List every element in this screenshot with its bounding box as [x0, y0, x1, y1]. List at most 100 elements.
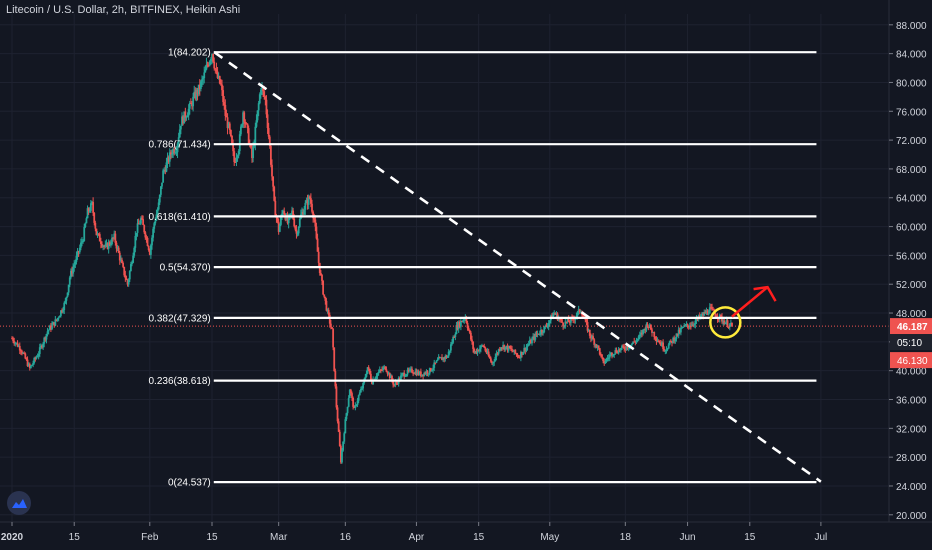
- candle-body: [63, 302, 66, 311]
- fib-level-label: 0.786(71.434): [148, 140, 210, 151]
- candle-body: [533, 336, 536, 340]
- candle-body: [179, 125, 182, 130]
- candle-body: [355, 404, 358, 406]
- candle-body: [99, 241, 102, 244]
- candle-body: [394, 382, 397, 386]
- candle-body: [34, 357, 37, 359]
- candle-body: [508, 346, 511, 349]
- candle-body: [246, 123, 249, 129]
- candle-body: [279, 217, 282, 225]
- candle-body: [389, 376, 392, 379]
- candle-body: [24, 353, 27, 359]
- candle-body: [446, 356, 449, 358]
- candle-body: [16, 342, 19, 347]
- candle-body: [28, 363, 31, 368]
- candle-body: [95, 228, 98, 236]
- tradingview-logo-icon[interactable]: [7, 491, 31, 515]
- candle-body: [522, 352, 525, 355]
- candle-body: [64, 300, 67, 303]
- candle-body: [199, 81, 202, 89]
- candle-body: [512, 350, 515, 353]
- candle-body: [599, 354, 602, 356]
- candle-body: [236, 155, 239, 159]
- candle-body: [201, 79, 203, 82]
- candle-body: [118, 252, 121, 261]
- candle-body: [223, 102, 226, 106]
- candle-body: [613, 353, 616, 355]
- candle-body: [488, 356, 491, 359]
- candle-body: [619, 348, 622, 351]
- candle-body: [462, 320, 465, 322]
- candle-body: [268, 136, 271, 147]
- candle-body: [44, 337, 47, 340]
- candle-body: [511, 348, 513, 351]
- candle-body: [607, 357, 610, 359]
- candle-body: [704, 312, 707, 314]
- candle-body: [186, 115, 189, 118]
- candle-body: [12, 338, 15, 342]
- candle-body: [682, 326, 685, 328]
- candle-body: [559, 319, 562, 321]
- candle-body: [361, 388, 363, 390]
- candle-body: [576, 311, 579, 316]
- price-tick-label: 80.000: [896, 78, 927, 89]
- candle-body: [647, 327, 650, 329]
- candle-body: [285, 215, 288, 220]
- candle-body: [144, 232, 147, 238]
- candle-body: [632, 341, 635, 344]
- candle-body: [596, 345, 599, 348]
- candle-body: [92, 202, 95, 213]
- candle-body: [557, 318, 560, 321]
- last-price-label: 05:10: [897, 338, 922, 349]
- candle-body: [308, 196, 311, 199]
- candle-body: [667, 344, 670, 349]
- price-axis[interactable]: 20.00024.00028.00032.00036.00040.00044.0…: [888, 0, 932, 522]
- candle-body: [561, 319, 563, 323]
- candle-body: [137, 223, 140, 225]
- candle-body: [623, 346, 626, 350]
- fib-level-label: 0(24.537): [168, 478, 211, 489]
- candle-body: [387, 372, 390, 374]
- candle-body: [215, 69, 218, 72]
- candle-body: [552, 314, 555, 319]
- candle-body: [81, 241, 83, 243]
- candle-body: [424, 372, 427, 374]
- candle-body: [357, 395, 360, 401]
- candle-body: [297, 226, 300, 234]
- candle-body: [614, 350, 617, 354]
- candle-body: [547, 323, 550, 327]
- candle-body: [717, 318, 720, 320]
- candle-body: [145, 237, 148, 239]
- candle-body: [315, 226, 318, 239]
- candle-body: [675, 333, 678, 339]
- candle-body: [127, 279, 130, 285]
- candle-body: [439, 357, 442, 359]
- candle-body: [165, 162, 168, 172]
- candle-body: [425, 371, 428, 374]
- candle-body: [161, 182, 163, 187]
- candle-body: [564, 321, 567, 327]
- candle-body: [673, 337, 676, 342]
- candle-body: [608, 354, 611, 358]
- candle-body: [182, 116, 185, 124]
- candle-body: [543, 326, 546, 333]
- candle-body: [304, 202, 307, 210]
- candle-body: [707, 313, 710, 315]
- candle-body: [577, 309, 580, 312]
- candle-body: [352, 397, 355, 407]
- time-axis[interactable]: 2020 15 Feb 15 Mar 16 Apr 15 May 18 Jun 15 Jul: [0, 521, 932, 543]
- candle-body: [11, 338, 13, 340]
- time-tick-label: 15: [744, 532, 756, 543]
- candle-body: [62, 310, 65, 312]
- last-price-label: 46.130: [897, 356, 928, 367]
- candle-body: [287, 216, 290, 224]
- candle-body: [346, 406, 349, 414]
- candle-body: [344, 419, 347, 434]
- candle-body: [58, 315, 61, 318]
- candle-body: [218, 76, 221, 84]
- candle-body: [392, 380, 395, 385]
- candle-body: [378, 369, 381, 372]
- candle-body: [96, 233, 99, 236]
- candle-body: [42, 343, 45, 348]
